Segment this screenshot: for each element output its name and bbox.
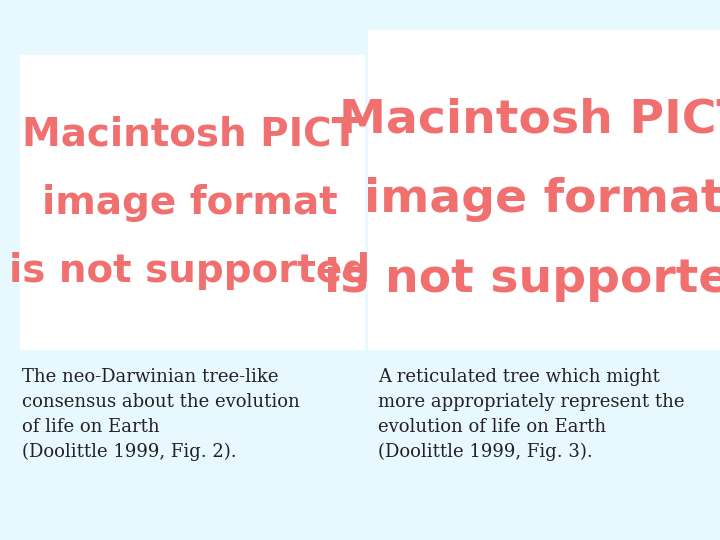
Bar <box>368 30 720 350</box>
Text: The neo-Darwinian tree-like
consensus about the evolution
of life on Earth
(Dool: The neo-Darwinian tree-like consensus ab… <box>22 368 300 461</box>
Text: Macintosh PICT: Macintosh PICT <box>22 116 358 154</box>
Text: is not supported: is not supported <box>324 258 720 302</box>
Text: image format: image format <box>364 178 720 222</box>
Bar <box>20 55 365 350</box>
Text: is not supported: is not supported <box>9 252 371 290</box>
Text: Macintosh PICT: Macintosh PICT <box>339 98 720 143</box>
Text: image format: image format <box>42 184 338 222</box>
Text: A reticulated tree which might
more appropriately represent the
evolution of lif: A reticulated tree which might more appr… <box>378 368 685 461</box>
